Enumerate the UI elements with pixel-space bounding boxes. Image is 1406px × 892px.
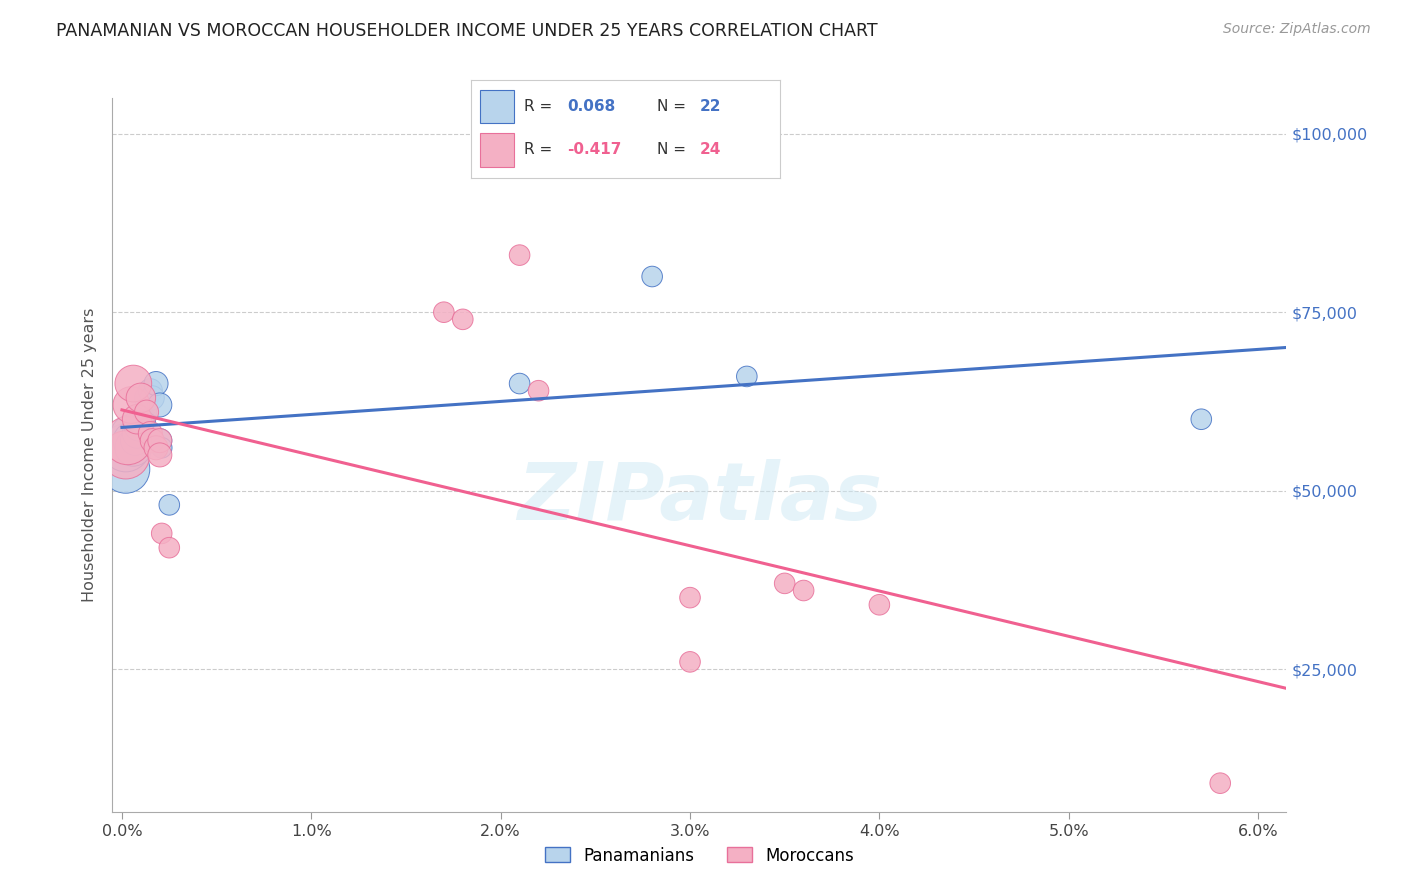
Point [127, 412, 149, 426]
Point [114, 462, 136, 476]
Point [129, 412, 152, 426]
Point [433, 305, 456, 319]
Point [157, 541, 180, 555]
Point [145, 441, 167, 455]
Point [128, 419, 150, 434]
Point [120, 398, 142, 412]
Point [135, 391, 157, 405]
Point [509, 376, 531, 391]
Text: R =: R = [523, 99, 557, 114]
Point [641, 269, 664, 284]
Point [149, 448, 172, 462]
Point [149, 398, 172, 412]
Point [868, 598, 890, 612]
Point [134, 405, 156, 419]
Point [141, 391, 163, 405]
Legend: Panamanians, Moroccans: Panamanians, Moroccans [538, 840, 860, 871]
Point [129, 391, 152, 405]
Point [735, 369, 758, 384]
Text: ZIPatlas: ZIPatlas [517, 458, 882, 537]
Point [127, 426, 149, 441]
Point [117, 434, 139, 448]
Point [451, 312, 474, 326]
Point [141, 434, 163, 448]
Text: N =: N = [657, 143, 690, 158]
Text: 22: 22 [700, 99, 721, 114]
Text: R =: R = [523, 143, 557, 158]
Point [773, 576, 796, 591]
Point [157, 498, 180, 512]
Y-axis label: Householder Income Under 25 years: Householder Income Under 25 years [82, 308, 97, 602]
Bar [481, 133, 515, 167]
Bar [481, 90, 515, 123]
Point [122, 376, 145, 391]
Point [124, 434, 146, 448]
Point [145, 376, 167, 391]
Point [149, 434, 172, 448]
Text: PANAMANIAN VS MOROCCAN HOUSEHOLDER INCOME UNDER 25 YEARS CORRELATION CHART: PANAMANIAN VS MOROCCAN HOUSEHOLDER INCOM… [56, 22, 877, 40]
Point [150, 441, 173, 455]
Point [118, 426, 141, 441]
Point [114, 441, 136, 455]
Point [509, 248, 531, 262]
Text: 24: 24 [700, 143, 721, 158]
Point [120, 434, 142, 448]
Point [1209, 776, 1232, 790]
Text: N =: N = [657, 99, 690, 114]
Point [793, 583, 815, 598]
Point [1189, 412, 1212, 426]
Point [122, 441, 145, 455]
Text: -0.417: -0.417 [567, 143, 621, 158]
Point [679, 655, 702, 669]
Point [150, 526, 173, 541]
Text: 0.068: 0.068 [567, 99, 616, 114]
Text: Source: ZipAtlas.com: Source: ZipAtlas.com [1223, 22, 1371, 37]
Point [139, 384, 162, 398]
Point [114, 448, 136, 462]
Point [135, 405, 157, 419]
Point [527, 384, 550, 398]
Point [679, 591, 702, 605]
Point [149, 434, 172, 448]
Point [139, 426, 162, 441]
